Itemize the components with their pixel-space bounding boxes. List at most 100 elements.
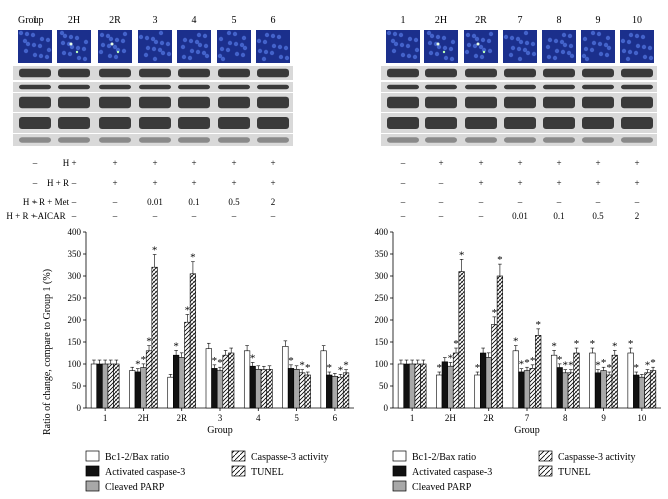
- nucleus-dot: [390, 38, 396, 44]
- blot-band: [58, 96, 90, 109]
- bar: [255, 368, 262, 409]
- nucleus-dot: [158, 30, 164, 36]
- group-label: 2R: [109, 15, 121, 26]
- legend-swatch: [392, 480, 407, 492]
- x-tick-label: 1: [103, 413, 108, 423]
- significance-star: *: [557, 354, 563, 366]
- blot-band: [218, 137, 250, 143]
- nucleus-dot: [554, 48, 560, 54]
- significance-star: *: [574, 338, 580, 350]
- bar: [491, 324, 498, 409]
- bar: [573, 352, 580, 409]
- tunel-positive-dot: [116, 50, 120, 54]
- bar: [458, 271, 465, 409]
- nucleus-dot: [552, 55, 558, 61]
- nucleus-dot: [487, 48, 493, 54]
- nucleus-dot: [32, 52, 38, 58]
- nucleus-dot: [219, 46, 225, 52]
- treatment-value: –: [400, 197, 406, 207]
- group-labels: 1 2H 2R 7 8 9 10: [401, 15, 643, 26]
- nucleus-dot: [545, 44, 551, 50]
- bar: [523, 370, 531, 409]
- nucleus-dot: [515, 36, 521, 42]
- nucleus-dot: [264, 32, 270, 38]
- blot-band: [582, 84, 614, 90]
- bar: [96, 363, 103, 409]
- bar: [211, 368, 218, 409]
- blot-band: [465, 68, 497, 78]
- nucleus-dot: [635, 43, 641, 49]
- group-label: 5: [232, 15, 237, 26]
- blot-band: [58, 68, 90, 78]
- nucleus-dot: [46, 47, 52, 53]
- nucleus-dot: [82, 56, 88, 62]
- bar: [134, 371, 141, 409]
- significance-star: *: [497, 254, 503, 266]
- significance-star: *: [250, 352, 256, 364]
- nucleus-dot: [271, 43, 277, 49]
- group-label: 2H: [435, 15, 447, 26]
- treatment-value: +: [634, 178, 639, 188]
- nucleus-dot: [510, 45, 516, 51]
- treatment-value: –: [400, 211, 406, 221]
- treatment-value: 0.1: [553, 211, 564, 221]
- bar: [496, 275, 504, 409]
- legend-right: Bc1-2/Bax ratio Caspasse-3 activity Activa…: [392, 450, 635, 493]
- blot-band: [504, 84, 536, 90]
- treatment-value: –: [112, 211, 118, 221]
- nucleus-dot: [81, 46, 87, 52]
- bar: [480, 352, 487, 409]
- significance-star: *: [634, 362, 640, 374]
- significance-star: *: [459, 249, 465, 261]
- bar: [535, 335, 542, 409]
- nucleus-dot: [201, 50, 207, 56]
- nucleus-dot: [234, 51, 240, 57]
- y-tick-label: 400: [375, 227, 389, 237]
- nucleus-dot: [18, 30, 24, 36]
- significance-star: *: [519, 359, 525, 371]
- treatment-value: –: [32, 197, 38, 207]
- significance-star: *: [492, 307, 498, 319]
- nucleus-dot: [145, 45, 151, 51]
- significance-star: *: [305, 362, 311, 374]
- nucleus-dot: [99, 32, 105, 38]
- nucleus-dot: [522, 47, 528, 53]
- significance-star: *: [212, 355, 218, 367]
- legend-swatch: [538, 465, 553, 477]
- nucleus-dot: [262, 39, 268, 45]
- blot-band: [58, 84, 90, 90]
- blot-band: [621, 68, 653, 78]
- nucleus-dot: [642, 54, 648, 60]
- nucleus-dot: [197, 42, 203, 48]
- nucleus-dot: [566, 50, 572, 56]
- treatment-value: +: [438, 158, 443, 168]
- nucleus-dot: [531, 51, 537, 57]
- nucleus-dot: [241, 35, 247, 41]
- significance-star: *: [299, 360, 305, 372]
- nucleus-dot: [405, 43, 411, 49]
- blot-band: [218, 96, 250, 109]
- nucleus-dot: [108, 36, 114, 42]
- nucleus-dot: [442, 45, 448, 51]
- nucleus-dot: [524, 40, 530, 46]
- y-tick-label: 250: [68, 293, 82, 303]
- x-tick-label: 10: [637, 413, 647, 423]
- x-axis-label: Group: [514, 425, 540, 436]
- nucleus-dot: [270, 33, 276, 39]
- nucleus-dot: [165, 41, 171, 47]
- significance-star: *: [217, 357, 223, 369]
- treatment-value: –: [32, 211, 38, 221]
- treatment-value: 0.01: [147, 197, 163, 207]
- nucleus-dot: [647, 45, 653, 51]
- nucleus-dot: [283, 45, 289, 51]
- nucleus-dot: [393, 41, 399, 47]
- nucleus-dot: [429, 33, 435, 39]
- blot-band: [387, 96, 419, 109]
- significance-star: *: [551, 340, 557, 352]
- bar: [90, 363, 98, 409]
- treatment-value: +: [517, 178, 522, 188]
- bar: [293, 368, 300, 409]
- bar: [260, 369, 267, 409]
- nucleus-dot: [488, 31, 494, 37]
